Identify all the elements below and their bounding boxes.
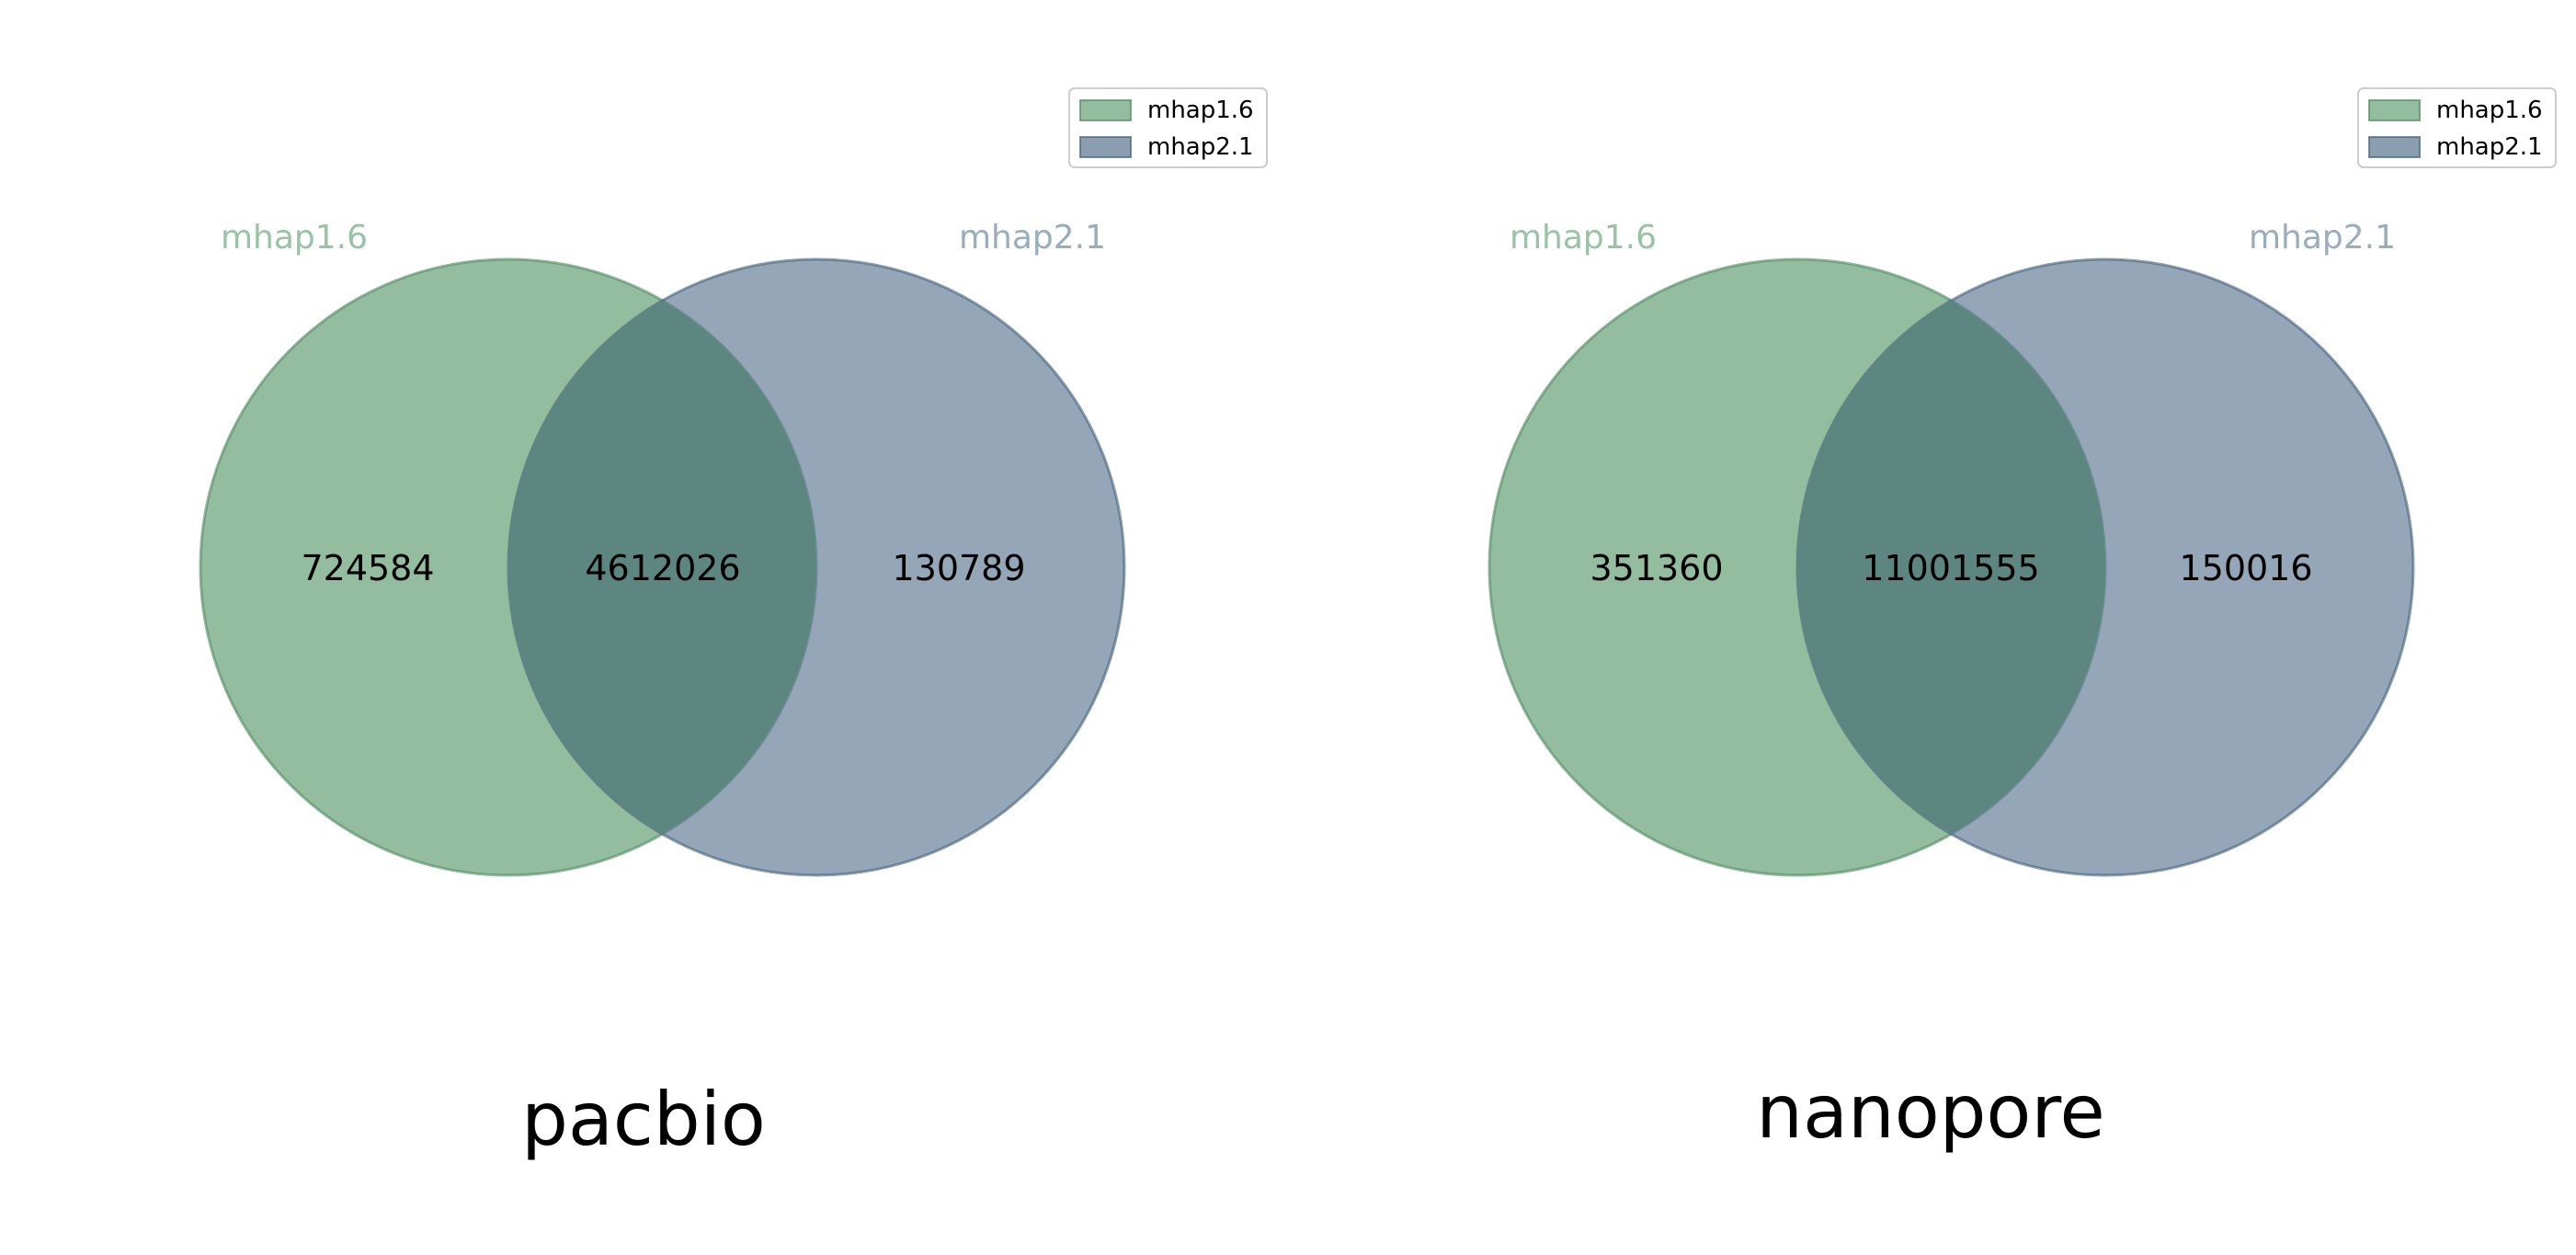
set-label-a: mhap1.6 [1510, 219, 1657, 257]
venn-panel-nanopore: mhap1.6 mhap2.1 351360 11001555 150016 nanopo… [1487, 87, 2557, 1155]
region-value-only-b: 130789 [892, 548, 1025, 588]
legend-swatch-set-a [1079, 99, 1132, 121]
legend-swatch-set-b [2368, 136, 2421, 158]
legend-label-set-b: mhap2.1 [1147, 133, 1254, 161]
legend-swatch-set-b [1079, 136, 1132, 158]
venn-intersection [1797, 259, 2105, 875]
region-value-both: 11001555 [1862, 548, 2039, 588]
region-value-only-b: 150016 [2179, 548, 2312, 588]
legend-label-set-a: mhap1.6 [1147, 97, 1254, 124]
legend-label-set-a: mhap1.6 [2436, 97, 2543, 124]
panel-title: nanopore [1756, 1069, 2104, 1155]
legend-swatch-set-a [2368, 99, 2421, 121]
panel-title: pacbio [521, 1077, 766, 1162]
region-value-both: 4612026 [585, 548, 740, 588]
venn-panel-pacbio: mhap1.6 mhap2.1 724584 4612026 130789 pacbio m… [199, 87, 1268, 1162]
set-label-a: mhap1.6 [221, 219, 368, 257]
region-value-only-a: 351360 [1590, 548, 1723, 588]
legend: mhap1.6 mhap2.1 [2357, 87, 2557, 168]
legend-label-set-b: mhap2.1 [2436, 133, 2543, 161]
region-value-only-a: 724584 [301, 548, 434, 588]
set-label-b: mhap2.1 [2249, 219, 2396, 257]
set-label-b: mhap2.1 [959, 219, 1106, 257]
legend: mhap1.6 mhap2.1 [1068, 87, 1268, 168]
venn-intersection [508, 259, 816, 875]
